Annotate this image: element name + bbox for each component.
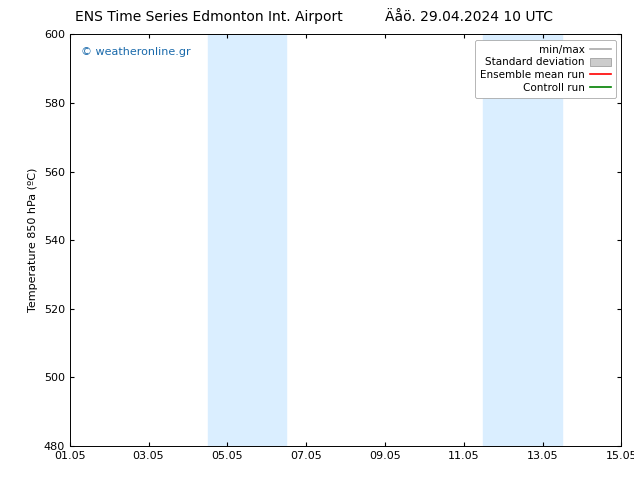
Text: ENS Time Series Edmonton Int. Airport: ENS Time Series Edmonton Int. Airport: [75, 10, 343, 24]
Bar: [207, 34, 287, 446]
Legend: min/max, Standard deviation, Ensemble mean run, Controll run: min/max, Standard deviation, Ensemble me…: [475, 40, 616, 98]
Text: © weatheronline.gr: © weatheronline.gr: [81, 47, 190, 57]
Text: Äåö. 29.04.2024 10 UTC: Äåö. 29.04.2024 10 UTC: [385, 10, 553, 24]
Y-axis label: Temperature 850 hPa (ºC): Temperature 850 hPa (ºC): [28, 168, 38, 312]
Bar: [483, 34, 562, 446]
